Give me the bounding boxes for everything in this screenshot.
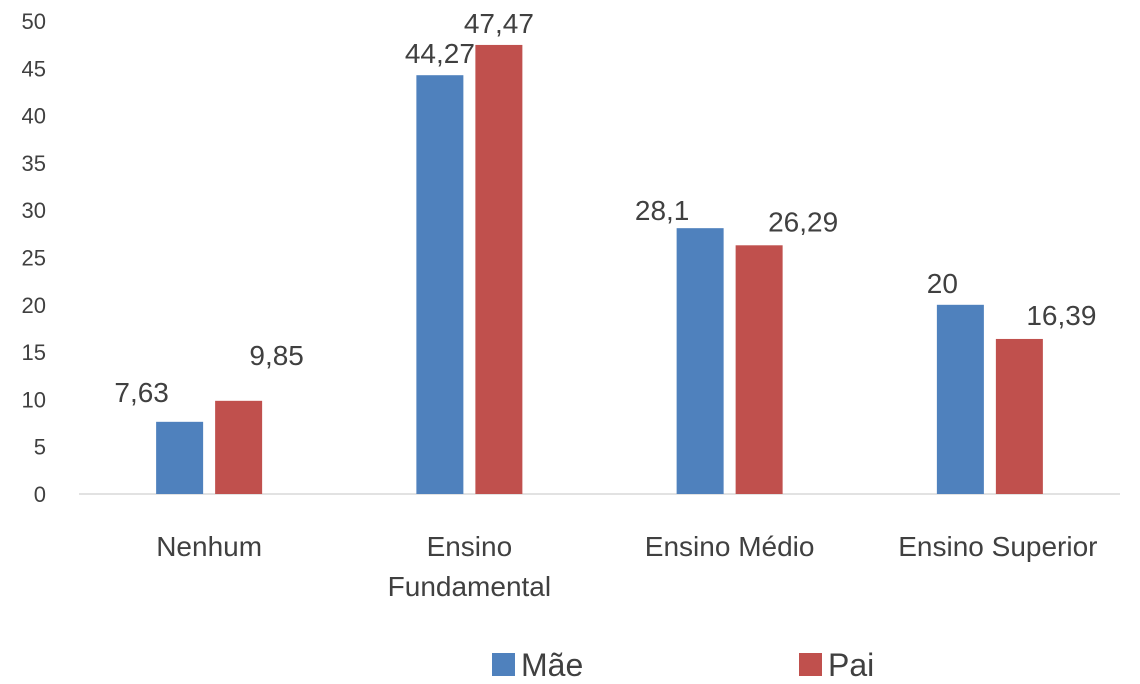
- y-tick-label: 35: [22, 151, 46, 176]
- category-labels: Nenhum Ensino Fundamental Ensino Médio Ensin…: [156, 531, 1097, 602]
- bar-mae: [416, 75, 464, 494]
- legend-label-mae: Mãe: [521, 647, 583, 683]
- legend-label-pai: Pai: [828, 647, 874, 683]
- y-tick-label: 10: [22, 387, 46, 412]
- bar-pai: [475, 44, 523, 494]
- legend-swatch-mae: [492, 653, 515, 676]
- bars: [156, 44, 1043, 494]
- y-tick-label: 45: [22, 56, 46, 81]
- y-tick-label: 20: [22, 293, 46, 318]
- category-label: Nenhum: [156, 531, 262, 562]
- bar-pai: [735, 245, 783, 494]
- y-tick-label: 15: [22, 340, 46, 365]
- data-label: 26,29: [768, 206, 838, 237]
- y-tick-label: 25: [22, 246, 46, 271]
- bar-pai: [215, 400, 263, 494]
- data-label: 47,47: [464, 8, 534, 39]
- category-label: Ensino Médio: [645, 531, 815, 562]
- bar-mae: [156, 421, 204, 494]
- bar-pai: [995, 338, 1043, 494]
- y-tick-label: 0: [34, 482, 46, 507]
- category-label: Ensino Fundamental: [388, 531, 551, 602]
- data-label: 16,39: [1026, 300, 1096, 331]
- data-label: 44,27: [405, 38, 475, 69]
- y-tick-label: 40: [22, 104, 46, 129]
- data-label: 9,85: [249, 340, 304, 371]
- legend-swatch-pai: [799, 653, 822, 676]
- bar-mae: [676, 228, 724, 494]
- y-tick-label: 30: [22, 198, 46, 223]
- data-label: 20: [927, 268, 958, 299]
- category-label: Ensino Superior: [898, 531, 1097, 562]
- legend: Mãe Pai: [492, 647, 874, 683]
- y-tick-label: 50: [22, 9, 46, 34]
- y-axis: 0 5 10 15 20 25 30 35 40 45 50: [22, 9, 46, 507]
- data-label: 28,1: [635, 195, 690, 226]
- bar-mae: [936, 304, 984, 494]
- data-label: 7,63: [114, 377, 169, 408]
- y-tick-label: 5: [34, 435, 46, 460]
